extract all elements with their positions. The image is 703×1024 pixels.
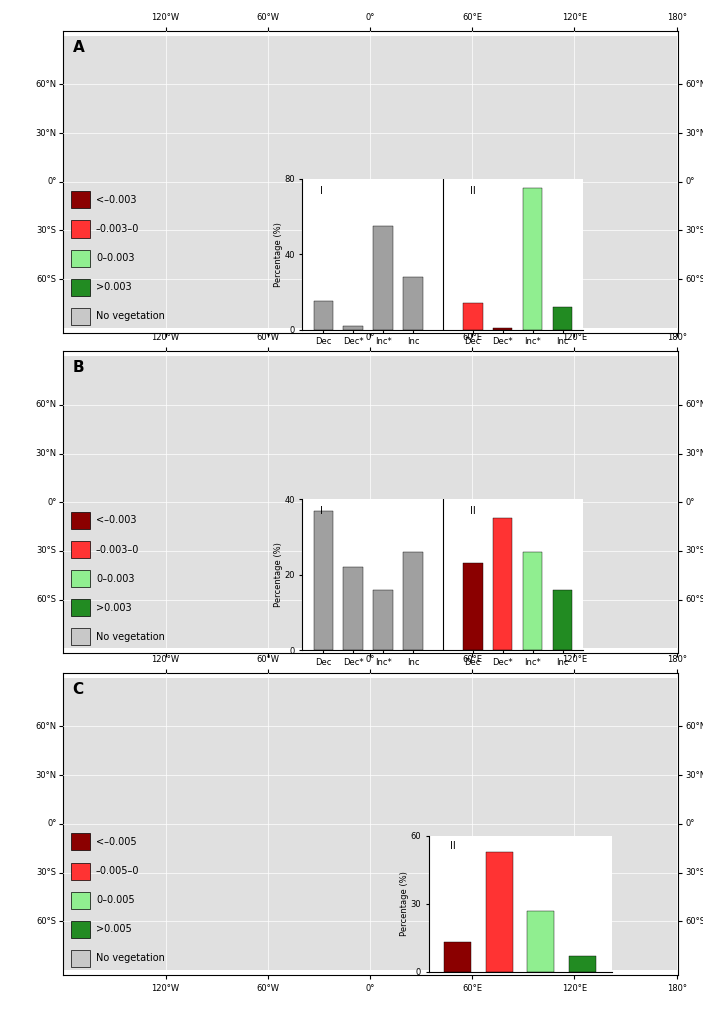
Bar [71,892,90,908]
Bar [373,226,393,330]
Text: I: I [321,506,323,516]
Text: 60°N: 60°N [35,400,56,410]
Text: 0–0.003: 0–0.003 [96,253,134,263]
Bar [553,590,572,650]
Text: 30°N: 30°N [35,129,56,137]
Bar [71,541,90,558]
Text: 60°S: 60°S [685,916,703,926]
Text: 60°N: 60°N [685,722,703,731]
Bar [493,518,512,650]
Bar [71,191,90,209]
Text: –0.003–0: –0.003–0 [96,545,139,555]
Text: 30°N: 30°N [35,771,56,779]
Bar [553,307,572,330]
Text: 60°N: 60°N [685,400,703,410]
Text: 0°: 0° [47,498,56,507]
Bar [71,220,90,238]
Bar [523,188,542,330]
Text: A: A [72,40,84,54]
Text: 60°S: 60°S [685,595,703,604]
Text: >0.003: >0.003 [96,283,131,292]
Bar [71,570,90,587]
Bar [463,303,482,330]
Bar [71,862,90,880]
Y-axis label: Percentage (%): Percentage (%) [273,543,283,607]
Text: II: II [470,185,475,196]
Text: 60°N: 60°N [35,722,56,731]
Bar [71,950,90,967]
Text: C: C [72,682,84,696]
Text: 30°N: 30°N [685,129,703,137]
Text: 60°N: 60°N [685,80,703,89]
Text: –0.003–0: –0.003–0 [96,224,139,234]
Y-axis label: Percentage (%): Percentage (%) [273,222,283,287]
Text: 60°S: 60°S [37,595,56,604]
Text: 30°N: 30°N [35,450,56,458]
Bar [71,250,90,266]
Bar [314,301,333,330]
Text: 30°N: 30°N [685,771,703,779]
Bar [373,590,393,650]
Text: 30°S: 30°S [37,547,56,555]
Bar [71,279,90,296]
Text: 30°S: 30°S [37,868,56,877]
Bar [523,552,542,650]
Text: 0–0.005: 0–0.005 [96,895,134,905]
Bar [314,511,333,650]
Y-axis label: Percentage (%): Percentage (%) [400,871,409,936]
Bar [71,629,90,645]
Text: No vegetation: No vegetation [96,632,165,642]
Bar [71,308,90,325]
Bar [493,328,512,330]
Text: 0°: 0° [47,819,56,828]
Text: <–0.005: <–0.005 [96,837,136,847]
Bar [344,326,363,330]
Text: B: B [72,360,84,375]
Bar [404,552,423,650]
Text: I: I [321,185,323,196]
Text: No vegetation: No vegetation [96,311,165,322]
Text: 0–0.003: 0–0.003 [96,573,134,584]
Text: 30°S: 30°S [685,226,703,234]
Bar [463,563,482,650]
Text: –0.005–0: –0.005–0 [96,866,139,877]
Text: 0°: 0° [47,177,56,186]
Text: 60°S: 60°S [37,916,56,926]
Text: 30°S: 30°S [685,868,703,877]
Text: II: II [450,842,456,851]
Text: 0°: 0° [685,177,695,186]
Text: 30°N: 30°N [685,450,703,458]
Text: >0.005: >0.005 [96,925,131,934]
Bar [486,852,513,972]
Bar [71,599,90,616]
Text: <–0.003: <–0.003 [96,195,136,205]
Bar [71,921,90,938]
Text: 60°S: 60°S [685,274,703,284]
Text: II: II [470,506,475,516]
Text: 0°: 0° [685,819,695,828]
Text: 60°N: 60°N [35,80,56,89]
Bar [444,942,472,972]
Text: 30°S: 30°S [685,547,703,555]
Text: No vegetation: No vegetation [96,953,165,964]
Bar [527,910,555,972]
Text: <–0.003: <–0.003 [96,515,136,525]
Bar [344,567,363,650]
Bar [71,834,90,851]
Text: 30°S: 30°S [37,226,56,234]
Bar [404,276,423,330]
Bar [71,512,90,529]
Text: 60°S: 60°S [37,274,56,284]
Bar [569,956,596,972]
Text: >0.003: >0.003 [96,603,131,612]
Text: 0°: 0° [685,498,695,507]
